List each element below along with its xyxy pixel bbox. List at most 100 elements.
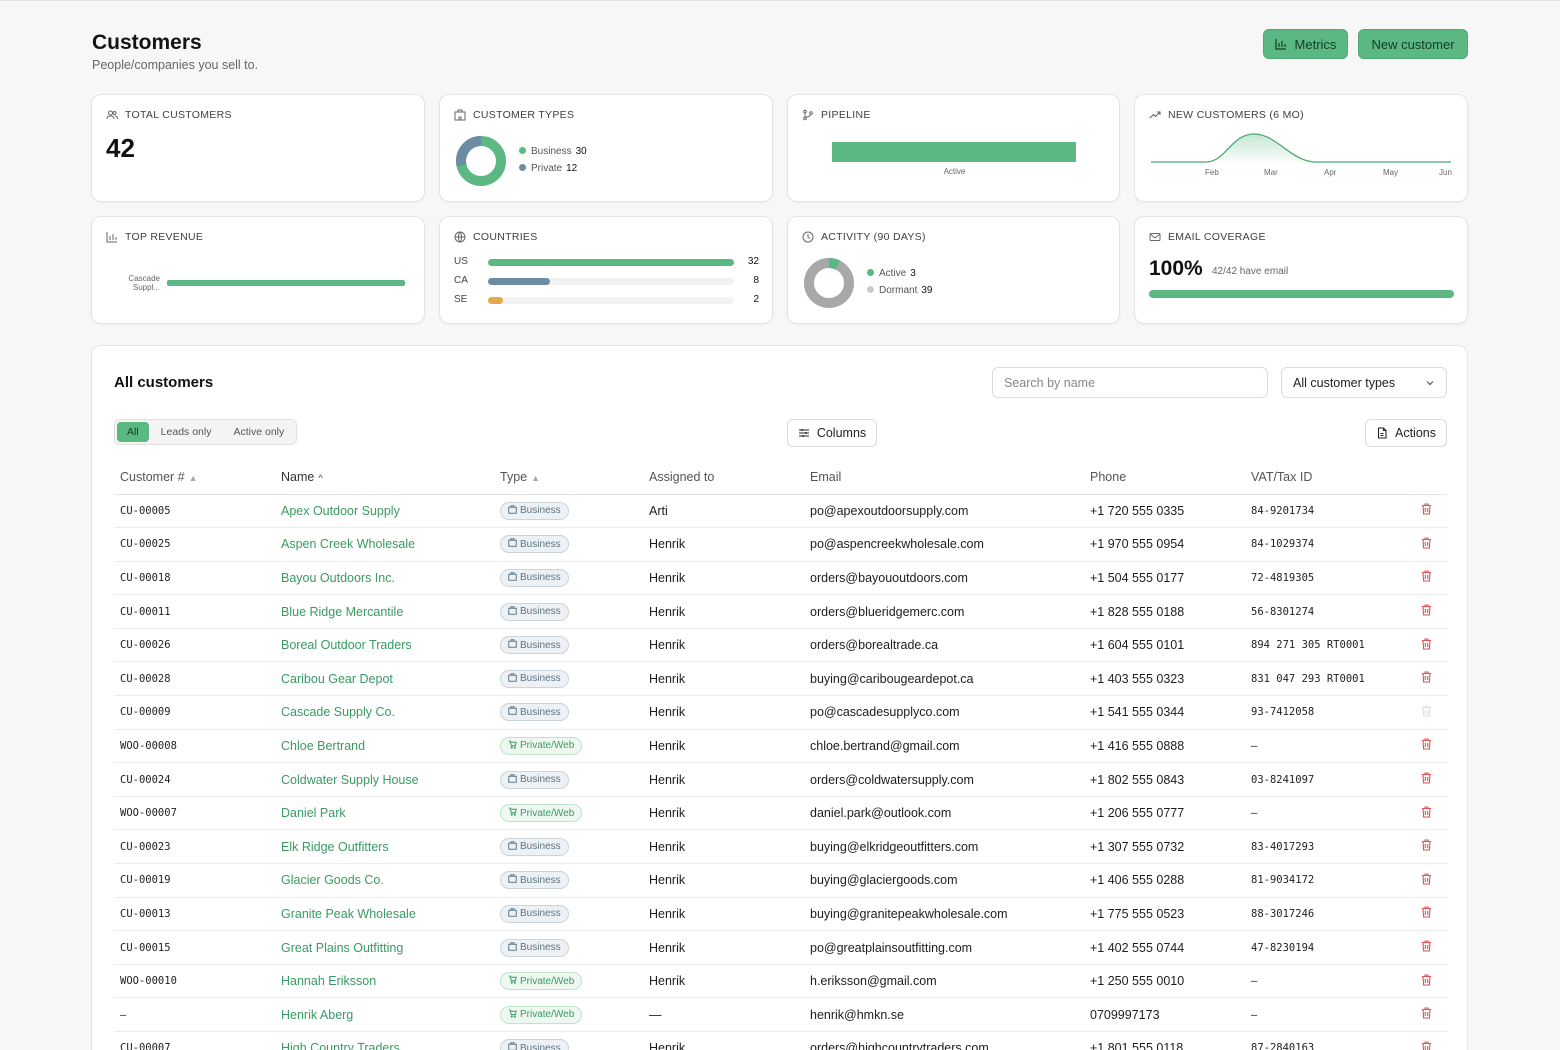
legend-business: Business 30 xyxy=(519,143,587,160)
users-icon xyxy=(106,110,118,120)
building-icon xyxy=(508,673,517,685)
customer-name-link[interactable]: Elk Ridge Outfitters xyxy=(275,829,494,865)
trash-icon[interactable] xyxy=(1421,974,1433,989)
table-row[interactable]: WOO-00007 Daniel Park Private/Web Henrik dan… xyxy=(114,796,1447,831)
table-row[interactable]: WOO-00010 Hannah Eriksson Private/Web Henri… xyxy=(114,964,1447,999)
delete-cell xyxy=(1415,863,1447,898)
customers-table: Customer # ▲ Name ^ Type ▲ Assigned to Emai… xyxy=(114,460,1447,1050)
customer-name-link[interactable]: Glacier Goods Co. xyxy=(275,863,494,898)
customer-name-link[interactable]: Granite Peak Wholesale xyxy=(275,897,494,932)
trash-icon[interactable] xyxy=(1421,906,1433,921)
trash-icon[interactable] xyxy=(1421,772,1433,787)
trash-icon[interactable] xyxy=(1421,839,1433,854)
trash-icon[interactable] xyxy=(1421,1041,1433,1050)
table-row[interactable]: CU-00025 Aspen Creek Wholesale Business Hen… xyxy=(114,527,1447,562)
customer-name-link[interactable]: Caribou Gear Depot xyxy=(275,661,494,697)
new-customer-button[interactable]: New customer xyxy=(1358,29,1468,59)
segment-leads-only[interactable]: Leads only xyxy=(160,426,212,438)
trash-icon[interactable] xyxy=(1421,638,1433,653)
segment-all[interactable]: All xyxy=(117,422,149,442)
delete-cell xyxy=(1415,661,1447,697)
trash-icon[interactable] xyxy=(1421,604,1433,619)
type-cell: Business xyxy=(494,594,643,629)
trash-icon[interactable] xyxy=(1421,570,1433,585)
new-customers-card: NEW CUSTOMERS (6 MO) Feb Mar Apr May Jun xyxy=(1134,94,1468,202)
phone-cell: +1 403 555 0323 xyxy=(1084,661,1245,697)
vat-cell: – xyxy=(1245,729,1415,764)
customer-name-link[interactable]: High Country Traders xyxy=(275,1031,494,1050)
email-cell: orders@highcountrytraders.com xyxy=(804,1031,1084,1050)
table-row[interactable]: WOO-00008 Chloe Bertrand Private/Web Henrik… xyxy=(114,729,1447,764)
customer-number-cell: WOO-00007 xyxy=(114,796,275,831)
table-row[interactable]: CU-00023 Elk Ridge Outfitters Business Henr… xyxy=(114,829,1447,865)
customer-name-link[interactable]: Hannah Eriksson xyxy=(275,964,494,999)
table-row[interactable]: CU-00005 Apex Outdoor Supply Business Arti p… xyxy=(114,494,1447,529)
table-row[interactable]: CU-00028 Caribou Gear Depot Business Henrik… xyxy=(114,661,1447,697)
total-customers-label: TOTAL CUSTOMERS xyxy=(125,109,232,121)
email-cell: buying@glaciergoods.com xyxy=(804,863,1084,898)
customer-number-cell: CU-00028 xyxy=(114,661,275,697)
customer-name-link[interactable]: Cascade Supply Co. xyxy=(275,695,494,730)
legend-active: Active 3 xyxy=(867,265,932,282)
table-row[interactable]: CU-00013 Granite Peak Wholesale Business He… xyxy=(114,897,1447,932)
customer-name-link[interactable]: Aspen Creek Wholesale xyxy=(275,527,494,562)
trash-icon[interactable] xyxy=(1421,503,1433,518)
customer-name-link[interactable]: Daniel Park xyxy=(275,796,494,831)
building-icon xyxy=(508,874,517,886)
email-cell: orders@blueridgemerc.com xyxy=(804,594,1084,629)
metrics-button[interactable]: Metrics xyxy=(1263,29,1348,59)
customer-name-link[interactable]: Boreal Outdoor Traders xyxy=(275,628,494,663)
page-subtitle: People/companies you sell to. xyxy=(92,58,259,72)
column-header-type[interactable]: Type ▲ xyxy=(494,460,643,495)
assigned-cell: — xyxy=(643,997,804,1032)
email-cell: buying@caribougeardepot.ca xyxy=(804,661,1084,697)
phone-cell: +1 250 555 0010 xyxy=(1084,964,1245,999)
delete-cell xyxy=(1415,997,1447,1032)
table-row[interactable]: CU-00009 Cascade Supply Co. Business Henrik… xyxy=(114,695,1447,730)
column-header-name[interactable]: Name ^ xyxy=(275,460,494,495)
email-cell: orders@bayououtdoors.com xyxy=(804,561,1084,596)
phone-cell: +1 406 555 0288 xyxy=(1084,863,1245,898)
table-row[interactable]: – Henrik Aberg Private/Web — henrik@hmkn.se 0… xyxy=(114,997,1447,1032)
table-row[interactable]: CU-00019 Glacier Goods Co. Business Henrik b… xyxy=(114,863,1447,898)
month-label: Feb xyxy=(1205,168,1219,177)
table-row[interactable]: CU-00007 High Country Traders Business Henr… xyxy=(114,1031,1447,1050)
cart-icon xyxy=(508,740,517,752)
trash-icon[interactable] xyxy=(1421,940,1433,955)
building-icon xyxy=(508,605,517,618)
customer-name-link[interactable]: Blue Ridge Mercantile xyxy=(275,594,494,629)
segment-active-only[interactable]: Active only xyxy=(233,426,285,438)
trash-icon[interactable] xyxy=(1421,705,1433,720)
customer-name-link[interactable]: Apex Outdoor Supply xyxy=(275,494,494,529)
table-row[interactable]: CU-00011 Blue Ridge Mercantile Business Hen… xyxy=(114,594,1447,629)
table-row[interactable]: CU-00015 Great Plains Outfitting Business H… xyxy=(114,930,1447,965)
table-row[interactable]: CU-00024 Coldwater Supply House Business He… xyxy=(114,762,1447,797)
trash-icon[interactable] xyxy=(1421,671,1433,686)
table-row[interactable]: CU-00018 Bayou Outdoors Inc. Business Henri… xyxy=(114,561,1447,596)
pipeline-card: PIPELINE Active xyxy=(787,94,1120,202)
customer-type-select[interactable]: All customer types xyxy=(1281,367,1447,398)
trash-icon[interactable] xyxy=(1421,873,1433,888)
list-title: All customers xyxy=(114,374,214,391)
customer-name-link[interactable]: Bayou Outdoors Inc. xyxy=(275,561,494,596)
trash-icon[interactable] xyxy=(1421,537,1433,552)
trash-icon[interactable] xyxy=(1421,738,1433,753)
customer-name-link[interactable]: Chloe Bertrand xyxy=(275,729,494,764)
type-badge: Business xyxy=(500,535,569,554)
trash-icon[interactable] xyxy=(1421,806,1433,821)
countries-card: COUNTRIES US 32 CA 8 SE 2 xyxy=(439,216,773,324)
customer-number-cell: CU-00024 xyxy=(114,762,275,797)
columns-button[interactable]: Columns xyxy=(787,419,877,447)
type-cell: Private/Web xyxy=(494,796,643,831)
column-header-customer-number[interactable]: Customer # ▲ xyxy=(114,460,275,495)
actions-button[interactable]: Actions xyxy=(1365,419,1447,447)
customer-number-cell: CU-00025 xyxy=(114,527,275,562)
trash-icon[interactable] xyxy=(1421,1007,1433,1022)
type-badge: Private/Web xyxy=(500,804,583,823)
table-row[interactable]: CU-00026 Boreal Outdoor Traders Business He… xyxy=(114,628,1447,663)
type-badge: Business xyxy=(500,568,569,587)
customer-name-link[interactable]: Henrik Aberg xyxy=(275,997,494,1032)
customer-name-link[interactable]: Coldwater Supply House xyxy=(275,762,494,797)
search-input[interactable] xyxy=(992,367,1268,398)
customer-name-link[interactable]: Great Plains Outfitting xyxy=(275,930,494,965)
